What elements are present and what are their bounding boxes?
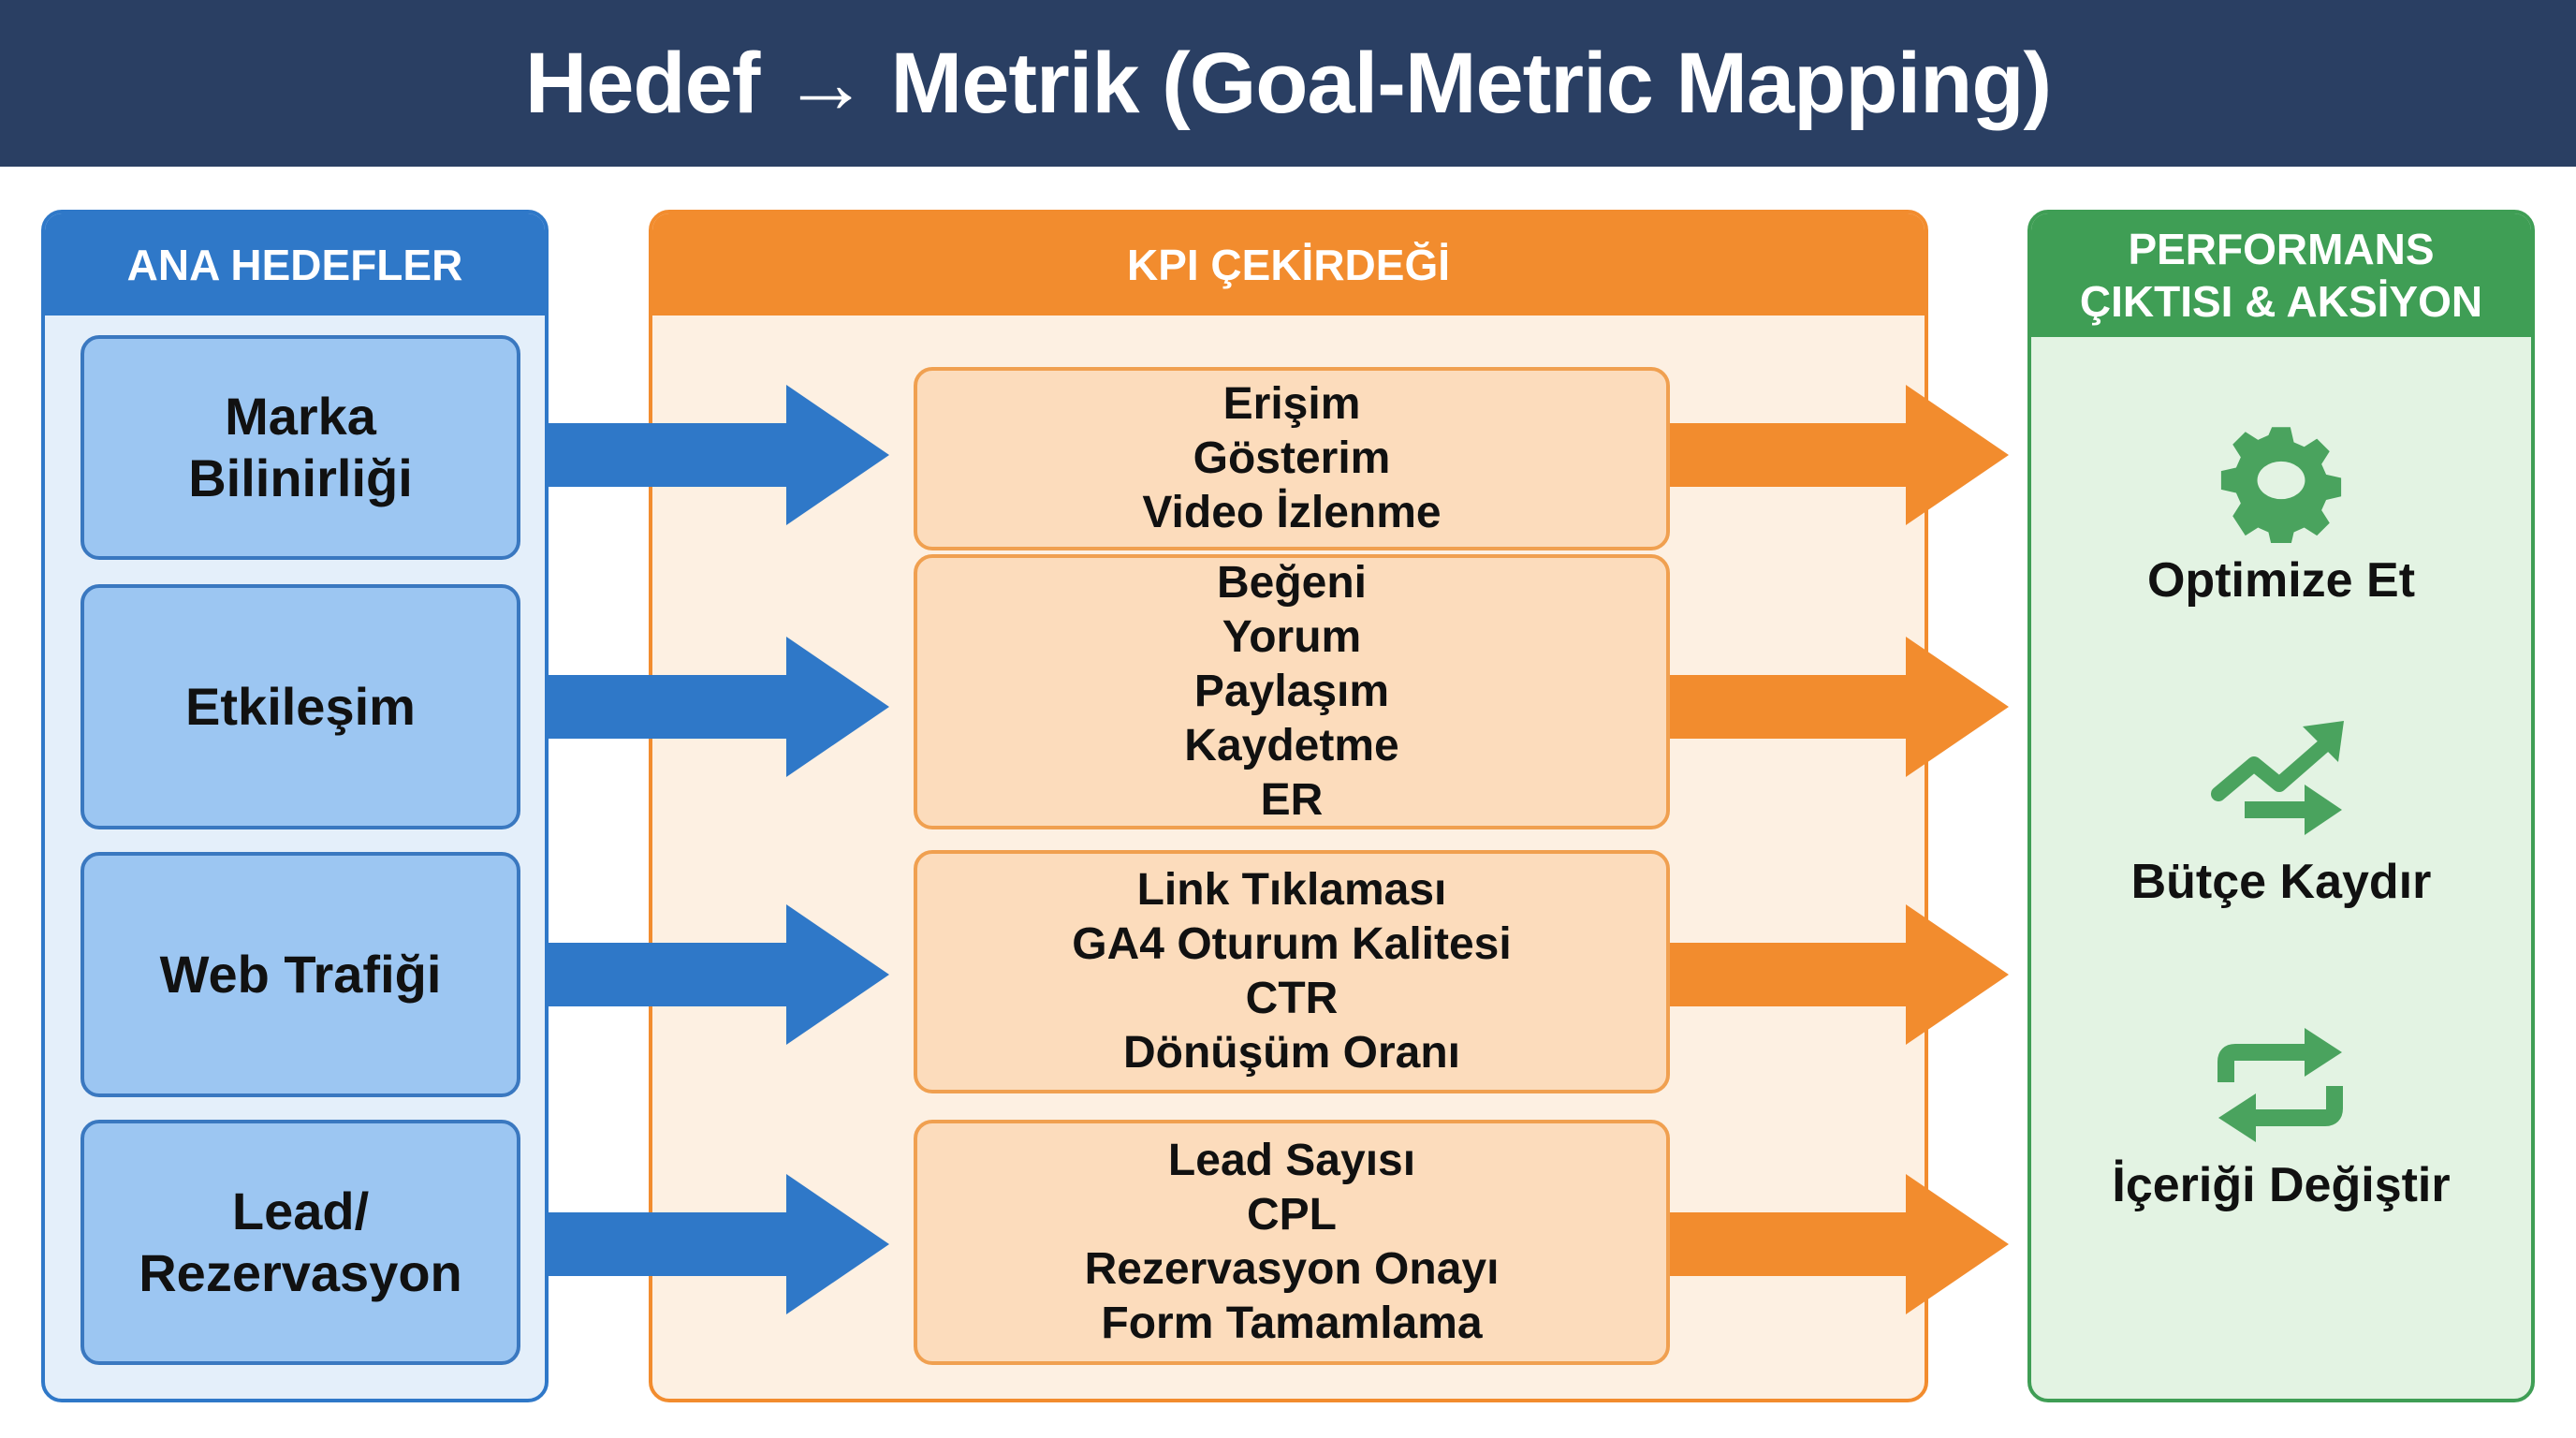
kpi-group-awareness: Erişim Gösterim Video İzlenme — [914, 367, 1670, 550]
metric: Erişim — [1222, 379, 1361, 429]
metric: Form Tamamlama — [1101, 1299, 1483, 1348]
title-bar: Hedef → Metrik (Goal-Metric Mapping) — [0, 0, 2576, 167]
kpi-to-action-arrow — [1670, 1174, 2009, 1314]
kpi-panel-heading: KPI ÇEKİRDEĞİ — [652, 213, 1925, 315]
kpi-group-leads: Lead Sayısı CPL Rezervasyon Onayı Form T… — [914, 1120, 1670, 1365]
kpi-to-action-arrow — [1670, 904, 2009, 1045]
goal-to-kpi-arrow — [549, 385, 889, 525]
page-title: Hedef → Metrik (Goal-Metric Mapping) — [524, 35, 2052, 131]
performance-panel: PERFORMANS ÇIKTISI & AKSİYON — [2027, 210, 2535, 1402]
metric: ER — [1260, 775, 1324, 825]
action-change-content: İçeriği Değiştir — [2112, 1158, 2451, 1212]
metric: Yorum — [1222, 612, 1362, 662]
kpi-to-action-arrow — [1670, 385, 2009, 525]
action-shift-budget: Bütçe Kaydır — [2130, 855, 2432, 909]
goal-web-traffic: Web Trafiği — [80, 852, 520, 1097]
goal-to-kpi-arrow — [549, 1174, 889, 1314]
metric: Gösterim — [1193, 433, 1391, 483]
goal-lead-reservation: Lead/ Rezervasyon — [80, 1120, 520, 1365]
goal-to-kpi-arrow — [549, 904, 889, 1045]
action-optimize: Optimize Et — [2146, 553, 2416, 608]
repeat-icon — [2217, 1028, 2343, 1142]
metric: Rezervasyon Onayı — [1084, 1244, 1500, 1294]
metric: Dönüşüm Oranı — [1122, 1028, 1461, 1078]
metric: GA4 Oturum Kalitesi — [1072, 919, 1512, 969]
performance-panel-heading: PERFORMANS ÇIKTISI & AKSİYON — [2031, 213, 2531, 337]
goal-to-kpi-arrow — [549, 637, 889, 777]
kpi-group-traffic: Link Tıklaması GA4 Oturum Kalitesi CTR D… — [914, 850, 1670, 1093]
goal-brand-awareness: Marka Bilinirliği — [80, 335, 520, 560]
kpi-group-engagement: Beğeni Yorum Paylaşım Kaydetme ER — [914, 554, 1670, 829]
metric: Video İzlenme — [1142, 488, 1442, 537]
metric: CTR — [1245, 974, 1339, 1023]
metric: CPL — [1247, 1190, 1337, 1240]
kpi-to-action-arrow — [1670, 637, 2009, 777]
metric: Link Tıklaması — [1136, 865, 1447, 915]
trend-shift-icon — [2211, 721, 2344, 835]
goals-panel-heading: ANA HEDEFLER — [45, 213, 545, 315]
metric: Paylaşım — [1193, 667, 1390, 716]
goal-engagement: Etkileşim — [80, 584, 520, 829]
metric: Lead Sayısı — [1167, 1136, 1416, 1185]
metric: Beğeni — [1216, 558, 1368, 608]
metric: Kaydetme — [1184, 721, 1399, 770]
gear-icon — [2220, 427, 2342, 543]
